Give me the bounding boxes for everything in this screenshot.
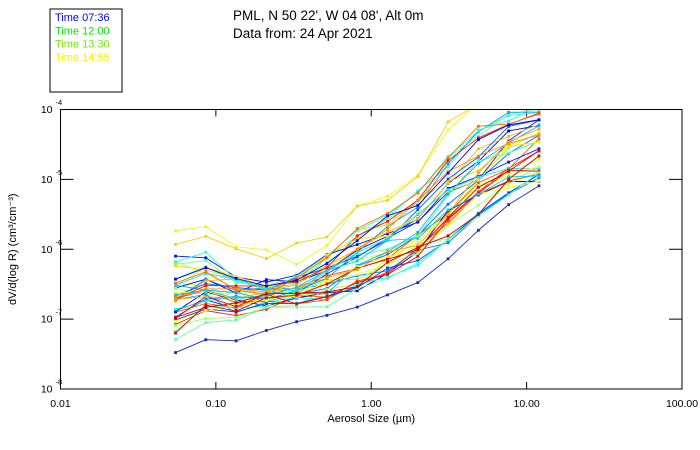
svg-text:-7: -7 [56, 308, 63, 317]
svg-text:-5: -5 [56, 168, 63, 177]
svg-text:Time 12:00: Time 12:00 [55, 25, 110, 37]
svg-text:dV/d(log R) (cm³/cm⁻³): dV/d(log R) (cm³/cm⁻³) [7, 193, 19, 305]
svg-text:-6: -6 [56, 238, 63, 247]
svg-text:100.00: 100.00 [666, 398, 698, 410]
svg-text:-4: -4 [56, 98, 63, 107]
svg-text:1.00: 1.00 [361, 398, 382, 410]
svg-text:0.10: 0.10 [206, 398, 227, 410]
svg-text:Time 13:30: Time 13:30 [55, 39, 110, 51]
svg-text:PML, N 50 22', W 04 08', Alt 0: PML, N 50 22', W 04 08', Alt 0m [233, 8, 424, 23]
svg-text:0.01: 0.01 [50, 398, 71, 410]
svg-text:10: 10 [41, 384, 53, 396]
svg-text:-8: -8 [56, 378, 63, 387]
svg-text:10: 10 [41, 244, 53, 256]
svg-text:10.00: 10.00 [513, 398, 539, 410]
svg-text:Time 07:36: Time 07:36 [55, 12, 110, 24]
svg-text:Aerosol Size (µm): Aerosol Size (µm) [327, 413, 415, 425]
svg-text:10: 10 [41, 104, 53, 116]
svg-text:Data from: 24 Apr 2021: Data from: 24 Apr 2021 [233, 26, 373, 41]
svg-text:10: 10 [41, 174, 53, 186]
svg-text:10: 10 [41, 314, 53, 326]
svg-text:Time 14:55: Time 14:55 [55, 52, 110, 64]
